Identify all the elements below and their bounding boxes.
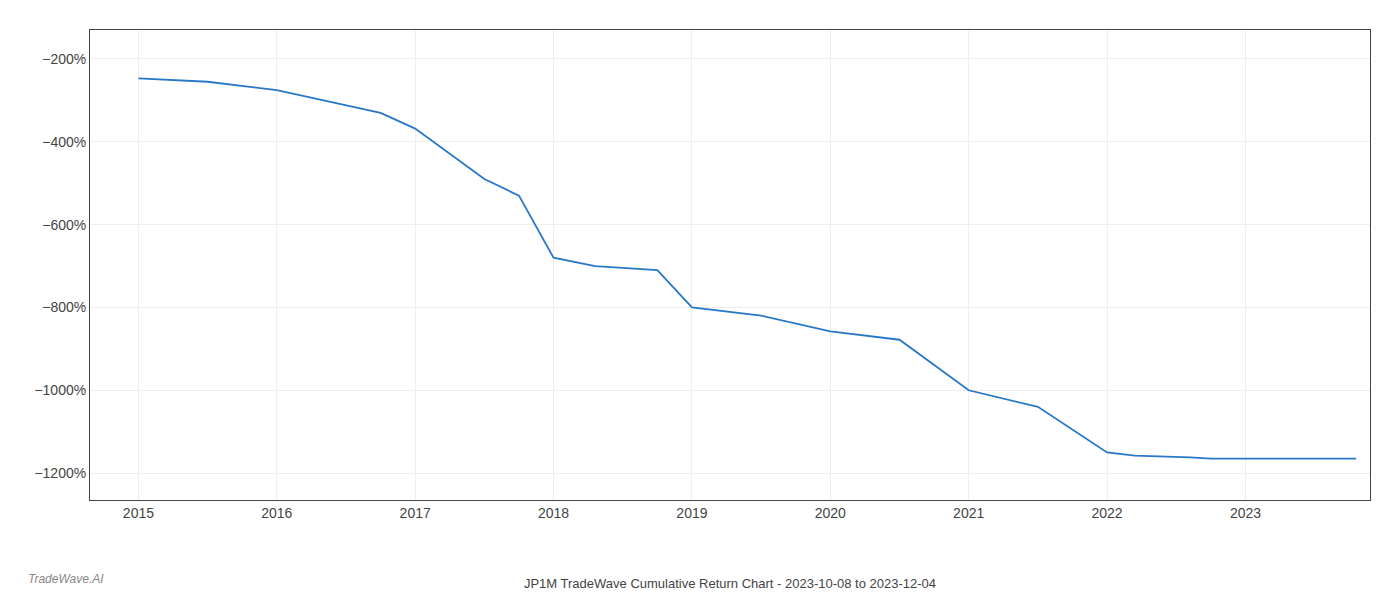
svg-text:TradeWave.AI: TradeWave.AI (28, 572, 104, 586)
svg-text:2023: 2023 (1230, 505, 1261, 521)
svg-text:2018: 2018 (538, 505, 569, 521)
svg-text:2021: 2021 (953, 505, 984, 521)
svg-text:2019: 2019 (676, 505, 707, 521)
svg-text:2015: 2015 (123, 505, 154, 521)
svg-text:2022: 2022 (1092, 505, 1123, 521)
svg-text:2020: 2020 (815, 505, 846, 521)
svg-text:2017: 2017 (400, 505, 431, 521)
svg-text:2016: 2016 (261, 505, 292, 521)
svg-text:−600%: −600% (42, 217, 86, 233)
svg-text:JP1M TradeWave Cumulative Retu: JP1M TradeWave Cumulative Return Chart -… (524, 576, 936, 591)
svg-text:−200%: −200% (42, 51, 86, 67)
svg-text:−400%: −400% (42, 134, 86, 150)
svg-text:−1200%: −1200% (34, 465, 86, 481)
svg-text:−1000%: −1000% (34, 382, 86, 398)
svg-text:−800%: −800% (42, 299, 86, 315)
